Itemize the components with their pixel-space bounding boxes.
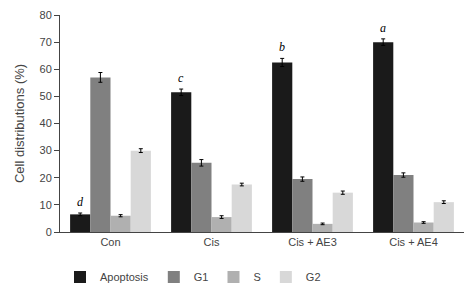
svg-text:60: 60 (40, 63, 52, 75)
svg-text:10: 10 (40, 199, 52, 211)
svg-text:Apoptosis: Apoptosis (100, 271, 149, 283)
svg-text:Con: Con (100, 236, 120, 248)
svg-text:50: 50 (40, 90, 52, 102)
svg-text:a: a (380, 21, 386, 35)
svg-text:20: 20 (40, 172, 52, 184)
svg-text:b: b (279, 40, 285, 54)
svg-text:G1: G1 (194, 271, 209, 283)
svg-text:30: 30 (40, 144, 52, 156)
svg-text:80: 80 (40, 9, 52, 21)
svg-text:S: S (253, 271, 260, 283)
svg-text:Cis + AE4: Cis + AE4 (389, 236, 438, 248)
svg-text:G2: G2 (306, 271, 321, 283)
svg-text:40: 40 (40, 117, 52, 129)
svg-text:0: 0 (46, 226, 52, 238)
svg-text:Cis: Cis (204, 236, 220, 248)
svg-text:d: d (77, 195, 84, 209)
svg-text:Cis + AE3: Cis + AE3 (288, 236, 337, 248)
svg-text:c: c (178, 71, 184, 85)
svg-text:Cell distributions (%): Cell distributions (%) (12, 64, 27, 183)
svg-text:70: 70 (40, 36, 52, 48)
